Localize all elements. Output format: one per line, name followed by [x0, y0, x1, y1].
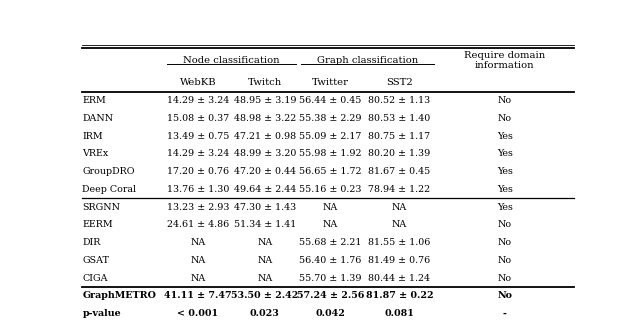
Text: 81.87 ± 0.22: 81.87 ± 0.22 [365, 292, 433, 300]
Text: 51.34 ± 1.41: 51.34 ± 1.41 [234, 220, 296, 229]
Text: No: No [498, 96, 512, 105]
Text: GraphMETRO: GraphMETRO [83, 292, 156, 300]
Text: 14.29 ± 3.24: 14.29 ± 3.24 [166, 149, 229, 158]
Text: EERM: EERM [83, 220, 113, 229]
Text: NA: NA [190, 238, 205, 247]
Text: 48.99 ± 3.20: 48.99 ± 3.20 [234, 149, 296, 158]
Text: 81.49 ± 0.76: 81.49 ± 0.76 [368, 256, 431, 265]
Text: 55.38 ± 2.29: 55.38 ± 2.29 [300, 114, 362, 123]
Text: 48.95 ± 3.19: 48.95 ± 3.19 [234, 96, 296, 105]
Text: 14.29 ± 3.24: 14.29 ± 3.24 [166, 96, 229, 105]
Text: 49.64 ± 2.44: 49.64 ± 2.44 [234, 185, 296, 194]
Text: < 0.001: < 0.001 [177, 309, 218, 318]
Text: 48.98 ± 3.22: 48.98 ± 3.22 [234, 114, 296, 123]
Text: No: No [497, 292, 513, 300]
Text: Deep Coral: Deep Coral [83, 185, 136, 194]
Text: IRM: IRM [83, 132, 103, 141]
Text: No: No [498, 274, 512, 283]
Text: 47.21 ± 0.98: 47.21 ± 0.98 [234, 132, 296, 141]
Text: NA: NA [190, 256, 205, 265]
Text: Twitch: Twitch [248, 78, 282, 87]
Text: NA: NA [257, 274, 273, 283]
Text: 41.11 ± 7.47: 41.11 ± 7.47 [164, 292, 232, 300]
Text: 55.68 ± 2.21: 55.68 ± 2.21 [300, 238, 362, 247]
Text: 57.24 ± 2.56: 57.24 ± 2.56 [297, 292, 364, 300]
Text: Require domain
information: Require domain information [464, 51, 545, 70]
Text: 81.55 ± 1.06: 81.55 ± 1.06 [368, 238, 431, 247]
Text: 15.08 ± 0.37: 15.08 ± 0.37 [166, 114, 229, 123]
Text: NA: NA [323, 203, 338, 212]
Text: 53.50 ± 2.42: 53.50 ± 2.42 [231, 292, 298, 300]
Text: Yes: Yes [497, 203, 513, 212]
Text: DANN: DANN [83, 114, 114, 123]
Text: No: No [498, 220, 512, 229]
Text: NA: NA [392, 203, 407, 212]
Text: SRGNN: SRGNN [83, 203, 120, 212]
Text: No: No [498, 238, 512, 247]
Text: No: No [498, 114, 512, 123]
Text: No: No [498, 256, 512, 265]
Text: 24.61 ± 4.86: 24.61 ± 4.86 [166, 220, 229, 229]
Text: Yes: Yes [497, 185, 513, 194]
Text: 13.23 ± 2.93: 13.23 ± 2.93 [166, 203, 229, 212]
Text: 0.042: 0.042 [316, 309, 346, 318]
Text: p-value: p-value [83, 309, 121, 318]
Text: GSAT: GSAT [83, 256, 109, 265]
Text: 55.98 ± 1.92: 55.98 ± 1.92 [300, 149, 362, 158]
Text: 13.76 ± 1.30: 13.76 ± 1.30 [166, 185, 229, 194]
Text: Yes: Yes [497, 132, 513, 141]
Text: 55.09 ± 2.17: 55.09 ± 2.17 [300, 132, 362, 141]
Text: 78.94 ± 1.22: 78.94 ± 1.22 [369, 185, 431, 194]
Text: 47.20 ± 0.44: 47.20 ± 0.44 [234, 167, 296, 176]
Text: Graph classification: Graph classification [317, 56, 418, 65]
Text: 55.16 ± 0.23: 55.16 ± 0.23 [300, 185, 362, 194]
Text: 17.20 ± 0.76: 17.20 ± 0.76 [167, 167, 229, 176]
Text: 56.65 ± 1.72: 56.65 ± 1.72 [300, 167, 362, 176]
Text: Twitter: Twitter [312, 78, 349, 87]
Text: 56.40 ± 1.76: 56.40 ± 1.76 [300, 256, 362, 265]
Text: Yes: Yes [497, 167, 513, 176]
Text: 81.67 ± 0.45: 81.67 ± 0.45 [368, 167, 431, 176]
Text: CIGA: CIGA [83, 274, 108, 283]
Text: 80.52 ± 1.13: 80.52 ± 1.13 [368, 96, 431, 105]
Text: 80.20 ± 1.39: 80.20 ± 1.39 [368, 149, 431, 158]
Text: Yes: Yes [497, 149, 513, 158]
Text: 0.023: 0.023 [250, 309, 280, 318]
Text: ERM: ERM [83, 96, 106, 105]
Text: 80.44 ± 1.24: 80.44 ± 1.24 [369, 274, 431, 283]
Text: 55.70 ± 1.39: 55.70 ± 1.39 [300, 274, 362, 283]
Text: 0.081: 0.081 [385, 309, 414, 318]
Text: DIR: DIR [83, 238, 101, 247]
Text: NA: NA [257, 256, 273, 265]
Text: 80.75 ± 1.17: 80.75 ± 1.17 [369, 132, 431, 141]
Text: 56.44 ± 0.45: 56.44 ± 0.45 [300, 96, 362, 105]
Text: 47.30 ± 1.43: 47.30 ± 1.43 [234, 203, 296, 212]
Text: Node classification: Node classification [183, 56, 280, 65]
Text: NA: NA [190, 274, 205, 283]
Text: WebKB: WebKB [179, 78, 216, 87]
Text: NA: NA [392, 220, 407, 229]
Text: 13.49 ± 0.75: 13.49 ± 0.75 [166, 132, 229, 141]
Text: NA: NA [323, 220, 338, 229]
Text: -: - [503, 309, 507, 318]
Text: 80.53 ± 1.40: 80.53 ± 1.40 [368, 114, 431, 123]
Text: VREx: VREx [83, 149, 109, 158]
Text: SST2: SST2 [386, 78, 413, 87]
Text: NA: NA [257, 238, 273, 247]
Text: GroupDRO: GroupDRO [83, 167, 135, 176]
